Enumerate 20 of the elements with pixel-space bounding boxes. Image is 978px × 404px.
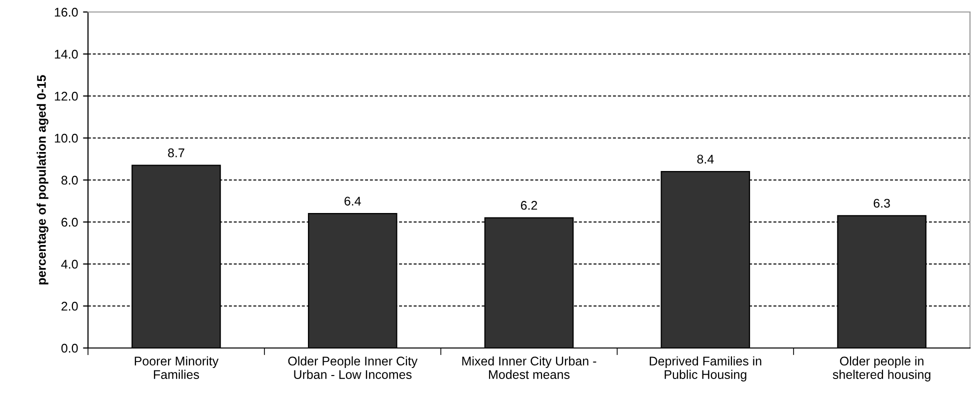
y-axis-title: percentage of population aged 0-15 [36, 75, 48, 284]
x-tick-label: Mixed Inner City Urban - Modest means [462, 356, 596, 379]
x-tick-label: Deprived Families in Public Housing [650, 356, 762, 382]
y-tick-label: 6.0 [62, 218, 78, 227]
data-label: 8.4 [697, 154, 714, 164]
y-tick-label: 0.0 [61, 344, 78, 353]
data-label: 8.7 [168, 148, 184, 158]
data-label: 6.4 [344, 196, 361, 206]
x-tick-label: Older People Inner City Urban - Low Incomes [288, 356, 418, 379]
y-tick-label: 12.0 [54, 92, 78, 101]
y-tick-label: 10.0 [54, 134, 78, 143]
y-tick-label: 4.0 [61, 260, 78, 269]
data-label: 6.2 [520, 200, 538, 210]
x-tick-label: Poorer Minority Families [134, 356, 219, 379]
x-tick-label: Older people in sheltered housing [832, 356, 930, 382]
y-tick-label: 16.0 [54, 8, 78, 17]
y-tick-label: 2.0 [62, 302, 78, 311]
data-label: 6.3 [874, 198, 890, 208]
y-tick-label: 8.0 [61, 176, 78, 185]
y-tick-label: 14.0 [54, 50, 78, 59]
